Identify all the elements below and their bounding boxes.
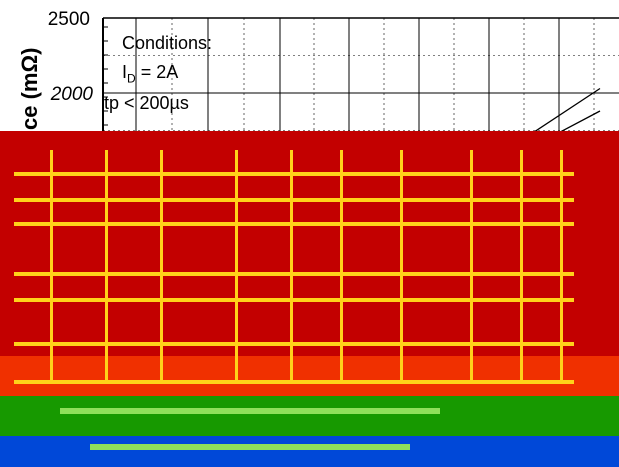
conditions-current: ID = 2A xyxy=(122,62,178,86)
corruption-stripe xyxy=(90,444,410,450)
corruption-stripe xyxy=(14,298,574,302)
corruption-stripe xyxy=(14,172,574,176)
corruption-stripe xyxy=(340,150,343,380)
corruption-stripe xyxy=(160,150,163,380)
current-value: = 2A xyxy=(135,62,179,82)
corruption-stripe xyxy=(14,380,574,384)
y-tick-label-2500: 2500 xyxy=(48,9,90,30)
corruption-stripe xyxy=(470,150,473,380)
corruption-band xyxy=(0,452,619,467)
corruption-stripe xyxy=(14,272,574,276)
corruption-band xyxy=(0,140,619,356)
corruption-stripe xyxy=(520,150,523,380)
conditions-pulse: tp < 200µs xyxy=(104,93,189,113)
corruption-stripe xyxy=(50,150,53,380)
current-symbol: I xyxy=(122,62,128,82)
corruption-stripe xyxy=(14,222,574,226)
corruption-stripe xyxy=(60,408,440,414)
corruption-stripe xyxy=(14,342,574,346)
corruption-stripe xyxy=(290,150,293,380)
corruption-stripe xyxy=(105,150,108,380)
conditions-heading: Conditions: xyxy=(122,33,213,53)
corruption-band xyxy=(0,396,619,436)
corruption-stripe xyxy=(400,150,403,380)
corruption-stripe xyxy=(14,198,574,202)
corruption-stripe xyxy=(235,150,238,380)
corruption-band xyxy=(0,131,619,140)
corruption-band xyxy=(0,356,619,396)
y-axis-label: ce (mΩ) xyxy=(17,48,42,130)
y-tick-label-2000: 2000 xyxy=(50,84,94,105)
corruption-stripe xyxy=(560,150,563,380)
current-subscript: D xyxy=(127,71,136,86)
